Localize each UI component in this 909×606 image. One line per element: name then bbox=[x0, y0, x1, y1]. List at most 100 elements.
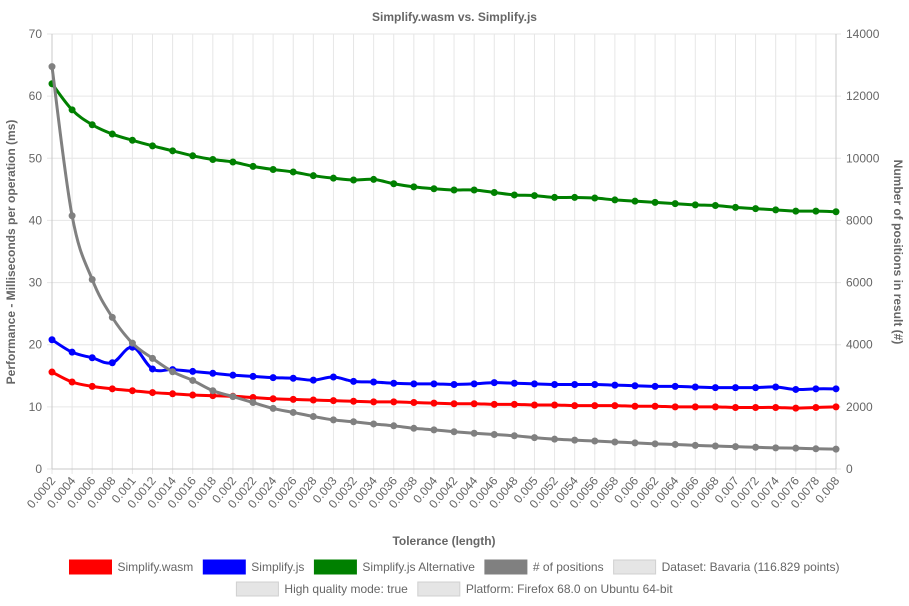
data-point bbox=[772, 206, 780, 214]
y2-tick-label: 10000 bbox=[846, 151, 880, 165]
y-axis-title: Performance - Milliseconds per operation… bbox=[4, 120, 18, 385]
data-point bbox=[812, 207, 820, 215]
data-point bbox=[711, 384, 719, 392]
y-tick-label: 30 bbox=[29, 276, 43, 290]
data-point bbox=[88, 354, 96, 362]
data-point bbox=[128, 136, 136, 144]
data-point bbox=[48, 63, 56, 71]
y-tick-label: 10 bbox=[29, 400, 43, 414]
legend-label: High quality mode: true bbox=[284, 582, 408, 596]
data-point bbox=[289, 395, 297, 403]
data-point bbox=[631, 382, 639, 390]
chart-title: Simplify.wasm vs. Simplify.js bbox=[372, 10, 537, 24]
legend-label: Simplify.wasm bbox=[117, 560, 193, 574]
data-point bbox=[68, 348, 76, 356]
data-point bbox=[490, 188, 498, 196]
data-point bbox=[450, 428, 458, 436]
data-point bbox=[410, 380, 418, 388]
legend-item: Simplify.js bbox=[202, 559, 304, 575]
data-point bbox=[189, 391, 197, 399]
series-simplify-js-alternative bbox=[48, 80, 840, 216]
data-point bbox=[832, 385, 840, 393]
data-point bbox=[691, 403, 699, 411]
data-point bbox=[249, 399, 257, 407]
data-point bbox=[631, 197, 639, 205]
data-point bbox=[209, 369, 217, 377]
data-point bbox=[591, 380, 599, 388]
data-point bbox=[711, 442, 719, 450]
data-point bbox=[410, 424, 418, 432]
y-tick-label: 50 bbox=[29, 151, 43, 165]
y-tick-label: 70 bbox=[29, 27, 43, 41]
data-point bbox=[329, 174, 337, 182]
data-point bbox=[289, 168, 297, 176]
data-point bbox=[128, 387, 136, 395]
data-point bbox=[450, 400, 458, 408]
data-point bbox=[309, 396, 317, 404]
data-point bbox=[108, 385, 116, 393]
data-point bbox=[772, 444, 780, 452]
data-point bbox=[370, 175, 378, 183]
legend-label: Simplify.js bbox=[251, 560, 304, 574]
data-point bbox=[350, 377, 358, 385]
legend-item: Simplify.js Alternative bbox=[313, 559, 475, 575]
data-point bbox=[88, 121, 96, 129]
data-point bbox=[68, 212, 76, 220]
data-point bbox=[651, 402, 659, 410]
data-point bbox=[792, 207, 800, 215]
legend-item: # of positions bbox=[484, 559, 604, 575]
series-of-positions bbox=[48, 63, 840, 453]
data-point bbox=[611, 402, 619, 410]
legend-swatch bbox=[484, 559, 528, 575]
legend-item: High quality mode: true bbox=[235, 581, 408, 597]
data-point bbox=[149, 365, 157, 373]
data-point bbox=[510, 379, 518, 387]
data-point bbox=[169, 368, 177, 376]
y2-tick-label: 2000 bbox=[846, 400, 873, 414]
data-point bbox=[390, 379, 398, 387]
data-point bbox=[671, 382, 679, 390]
legend-item: Simplify.wasm bbox=[68, 559, 193, 575]
y2-tick-label: 14000 bbox=[846, 27, 880, 41]
data-point bbox=[691, 441, 699, 449]
data-point bbox=[530, 434, 538, 442]
y-tick-label: 0 bbox=[35, 462, 42, 476]
data-point bbox=[772, 383, 780, 391]
data-point bbox=[752, 205, 760, 213]
data-point bbox=[430, 380, 438, 388]
legend-item: Dataset: Bavaria (116.829 points) bbox=[613, 559, 840, 575]
data-point bbox=[651, 440, 659, 448]
data-point bbox=[350, 397, 358, 405]
data-point bbox=[108, 130, 116, 138]
legend-swatch bbox=[613, 559, 657, 575]
data-point bbox=[631, 402, 639, 410]
data-point bbox=[370, 398, 378, 406]
data-point bbox=[611, 381, 619, 389]
data-point bbox=[229, 371, 237, 379]
data-point bbox=[651, 382, 659, 390]
data-point bbox=[510, 432, 518, 440]
legend-item: Platform: Firefox 68.0 on Ubuntu 64-bit bbox=[417, 581, 673, 597]
data-point bbox=[350, 418, 358, 426]
series-line bbox=[50, 82, 837, 214]
data-point bbox=[832, 403, 840, 411]
data-point bbox=[149, 142, 157, 150]
data-point bbox=[249, 372, 257, 380]
data-point bbox=[591, 402, 599, 410]
legend-label: Platform: Firefox 68.0 on Ubuntu 64-bit bbox=[466, 582, 673, 596]
data-point bbox=[430, 399, 438, 407]
data-point bbox=[611, 196, 619, 204]
data-point bbox=[551, 401, 559, 409]
data-point bbox=[450, 186, 458, 194]
data-point bbox=[530, 380, 538, 388]
series-line bbox=[51, 370, 837, 410]
data-point bbox=[671, 200, 679, 208]
data-point bbox=[470, 186, 478, 194]
x-axis-title: Tolerance (length) bbox=[392, 534, 495, 548]
data-point bbox=[309, 172, 317, 180]
data-point bbox=[731, 443, 739, 451]
data-point bbox=[68, 378, 76, 386]
series-line bbox=[51, 338, 837, 392]
data-point bbox=[269, 374, 277, 382]
